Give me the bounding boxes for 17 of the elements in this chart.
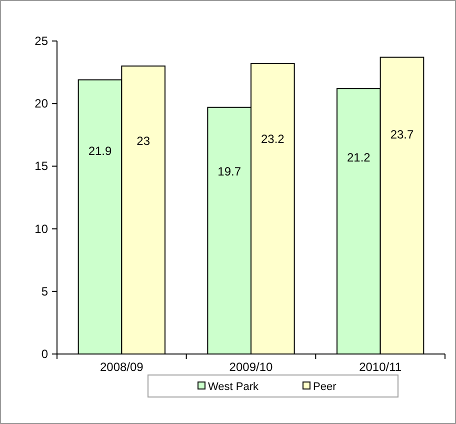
y-tick-label: 20 bbox=[34, 96, 48, 111]
legend-label: Peer bbox=[313, 381, 337, 393]
data-label: 23.7 bbox=[390, 127, 414, 142]
data-label: 23 bbox=[136, 134, 150, 148]
y-tick-label: 10 bbox=[34, 222, 48, 236]
y-tick-label: 5 bbox=[41, 284, 48, 298]
legend-label: West Park bbox=[208, 381, 260, 393]
data-label: 21.2 bbox=[346, 150, 371, 165]
data-label: 19.7 bbox=[218, 164, 242, 178]
data-label: 23.2 bbox=[260, 132, 285, 146]
y-tick-label: 25 bbox=[34, 34, 48, 48]
x-tick-label: 2010/11 bbox=[359, 360, 402, 374]
x-tick-label: 2008/09 bbox=[100, 360, 144, 374]
y-tick-label: 15 bbox=[34, 159, 48, 174]
data-label: 21.9 bbox=[88, 144, 112, 158]
y-tick-label: 0 bbox=[41, 347, 48, 361]
x-tick-label: 2009/10 bbox=[229, 360, 274, 374]
